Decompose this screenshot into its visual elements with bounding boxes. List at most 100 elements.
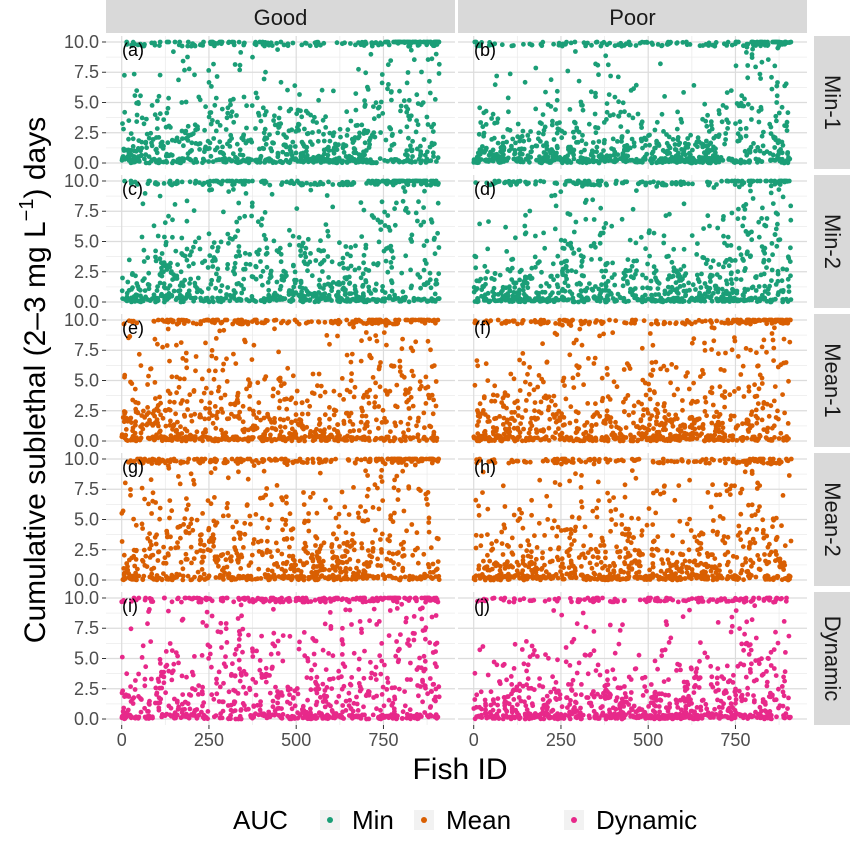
data-point xyxy=(744,346,749,351)
data-point xyxy=(173,249,178,254)
data-point xyxy=(628,287,633,292)
data-point xyxy=(353,268,358,273)
data-point xyxy=(758,76,763,81)
data-point xyxy=(522,147,527,152)
data-point xyxy=(407,299,412,304)
data-point xyxy=(148,367,153,372)
data-point xyxy=(534,427,539,432)
data-point xyxy=(243,251,248,256)
data-point xyxy=(210,245,215,250)
data-point xyxy=(334,293,339,298)
data-point xyxy=(748,254,753,259)
data-point xyxy=(533,66,538,71)
data-point xyxy=(776,290,781,295)
data-point xyxy=(359,234,364,239)
data-point xyxy=(329,158,334,163)
data-point xyxy=(318,238,323,243)
data-point xyxy=(754,288,759,293)
data-point xyxy=(591,182,596,187)
data-point xyxy=(172,400,177,405)
data-point xyxy=(393,436,398,441)
data-point xyxy=(319,297,324,302)
data-point xyxy=(485,378,490,383)
data-point xyxy=(269,269,274,274)
data-point xyxy=(574,220,579,225)
data-point xyxy=(254,277,259,282)
data-point xyxy=(367,145,372,150)
data-point xyxy=(173,411,178,416)
data-point xyxy=(235,436,240,441)
data-point xyxy=(390,249,395,254)
data-point xyxy=(564,259,569,264)
data-point xyxy=(163,220,168,225)
data-point xyxy=(150,103,155,108)
data-point xyxy=(359,200,364,205)
data-point xyxy=(472,254,477,259)
data-point xyxy=(560,246,565,251)
data-point xyxy=(787,289,792,294)
data-point xyxy=(422,137,427,142)
data-point xyxy=(241,180,246,185)
data-point xyxy=(185,44,190,49)
data-point xyxy=(225,416,230,421)
data-point xyxy=(518,299,523,304)
data-point xyxy=(493,271,498,276)
data-point xyxy=(351,325,356,330)
data-point xyxy=(215,267,220,272)
data-point xyxy=(287,128,292,133)
data-point xyxy=(489,116,494,121)
data-point xyxy=(660,43,665,48)
data-point xyxy=(221,328,226,333)
data-point xyxy=(278,399,283,404)
data-point xyxy=(239,136,244,141)
data-point xyxy=(208,179,213,184)
data-point xyxy=(340,376,345,381)
data-point xyxy=(788,204,793,209)
data-point xyxy=(415,219,420,224)
data-point xyxy=(322,139,327,144)
data-point xyxy=(730,211,735,216)
data-point xyxy=(202,181,207,186)
data-point xyxy=(568,404,573,409)
data-point xyxy=(350,437,355,442)
data-point xyxy=(211,136,216,141)
data-point xyxy=(369,181,374,186)
data-point xyxy=(246,320,251,325)
data-point xyxy=(666,42,671,47)
data-point xyxy=(242,427,247,432)
data-point xyxy=(263,210,268,215)
data-point xyxy=(233,234,238,239)
data-point xyxy=(347,281,352,286)
data-point xyxy=(235,282,240,287)
data-point xyxy=(156,234,161,239)
data-point xyxy=(525,285,530,290)
data-point xyxy=(122,110,127,115)
data-point xyxy=(505,267,510,272)
data-point xyxy=(193,368,198,373)
data-point xyxy=(410,139,415,144)
data-point xyxy=(332,145,337,150)
data-point xyxy=(244,103,249,108)
data-point xyxy=(722,299,727,304)
data-point xyxy=(275,47,280,52)
data-point xyxy=(214,356,219,361)
data-point xyxy=(639,125,644,130)
data-point xyxy=(750,55,755,60)
data-point xyxy=(525,157,530,162)
data-point xyxy=(352,395,357,400)
data-point xyxy=(314,298,319,303)
data-point xyxy=(721,217,726,222)
data-point xyxy=(226,189,231,194)
data-point xyxy=(255,95,260,100)
data-point xyxy=(714,160,719,165)
data-point xyxy=(293,144,298,149)
data-point xyxy=(247,407,252,412)
data-point xyxy=(263,437,268,442)
data-point xyxy=(682,264,687,269)
data-point xyxy=(761,130,766,135)
data-point xyxy=(253,264,258,269)
data-point xyxy=(283,143,288,148)
data-point xyxy=(171,424,176,429)
data-point xyxy=(231,120,236,125)
data-point xyxy=(594,130,599,135)
